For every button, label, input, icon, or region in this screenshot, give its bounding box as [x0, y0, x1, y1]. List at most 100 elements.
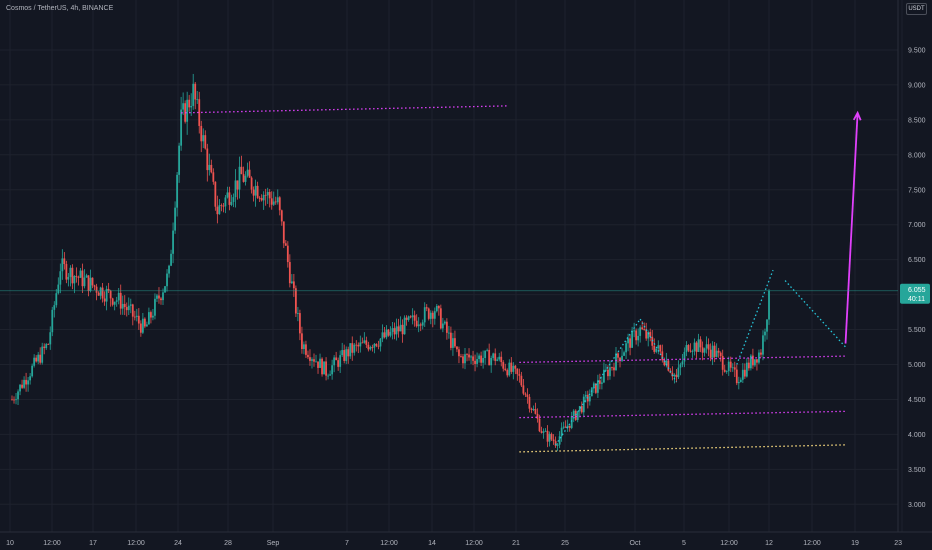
candle-body — [715, 350, 718, 357]
price-tick-label: 5.000 — [908, 362, 926, 369]
candle-body — [192, 83, 195, 106]
candle-body — [371, 347, 374, 348]
time-tick-label: 12:00 — [465, 540, 483, 547]
candle-body — [657, 345, 660, 349]
candle-body — [723, 369, 726, 372]
candle-body — [266, 191, 269, 196]
candle-body — [731, 367, 734, 369]
candle-body — [445, 321, 448, 333]
candle-body — [468, 354, 470, 358]
candle-body — [504, 368, 507, 371]
candle-body — [727, 361, 730, 372]
candle-body — [182, 103, 185, 110]
price-tick-label: 5.500 — [908, 327, 926, 334]
candle-body — [17, 391, 19, 400]
candle-body — [172, 230, 174, 254]
candle-body — [631, 330, 634, 348]
time-tick-label: 12 — [765, 540, 773, 547]
candle-body — [29, 376, 32, 381]
candle-body — [443, 321, 446, 324]
currency-button[interactable]: USDT — [906, 3, 927, 15]
candle-body — [95, 286, 98, 293]
time-tick-label: 25 — [561, 540, 569, 547]
candle-body — [39, 354, 42, 363]
candle-body — [57, 284, 60, 294]
candle-body — [417, 324, 420, 327]
candle-body — [405, 317, 408, 320]
candle-body — [214, 181, 217, 207]
candle-body — [51, 309, 54, 333]
candle-body — [353, 344, 356, 353]
candle-body — [546, 430, 549, 442]
time-tick-label: 12:00 — [127, 540, 145, 547]
candle-body — [301, 333, 303, 350]
price-tick-label: 8.000 — [908, 152, 926, 159]
candle-body — [152, 315, 154, 318]
time-tick-label: 12:00 — [380, 540, 398, 547]
candle-body — [323, 361, 325, 375]
candle-body — [329, 374, 332, 376]
candle-body — [566, 425, 569, 428]
candle-body — [506, 370, 509, 376]
candle-body — [691, 351, 694, 352]
candle-body — [226, 192, 229, 198]
candle-body — [238, 166, 241, 190]
candle-body — [107, 288, 110, 291]
candle-body — [317, 361, 319, 368]
candle-body — [556, 444, 559, 446]
last-price-value: 6.055 — [908, 287, 926, 294]
candle-body — [528, 396, 531, 409]
candle-body — [284, 243, 287, 246]
candle-body — [510, 362, 513, 372]
candle-body — [55, 293, 58, 306]
candle-body — [697, 339, 700, 352]
candle-body — [121, 303, 124, 309]
candle-body — [480, 355, 483, 363]
candle-body — [337, 360, 340, 367]
candle-body — [228, 192, 231, 205]
candle-body — [592, 383, 595, 388]
candle-body — [413, 315, 416, 321]
drawing-annotations — [181, 105, 862, 453]
candle-body — [87, 275, 90, 292]
candle-body — [526, 394, 529, 397]
candle-body — [89, 277, 92, 292]
candle-body — [496, 359, 499, 361]
candle-body — [709, 349, 712, 358]
candle-body — [681, 361, 684, 365]
candle-body — [743, 369, 746, 377]
candle-body — [683, 351, 686, 362]
last-price-countdown: 40:11 — [908, 296, 925, 303]
candle-body — [73, 275, 76, 284]
candle-body — [538, 418, 541, 432]
candle-body — [327, 375, 329, 377]
candle-body — [441, 323, 444, 329]
price-tick-label: 6.500 — [908, 257, 926, 264]
candle-body — [621, 355, 623, 361]
candle-body — [270, 198, 273, 205]
chart-title: Cosmos / TetherUS, 4h, BINANCE — [6, 5, 114, 12]
candle-body — [508, 362, 511, 376]
candle-body — [733, 367, 736, 370]
candle-body — [514, 365, 517, 369]
candle-body — [456, 346, 458, 350]
candle-body — [534, 408, 537, 414]
candle-body — [550, 433, 553, 440]
candle-body — [397, 326, 400, 332]
candle-body — [564, 426, 567, 428]
candle-body — [248, 169, 251, 178]
candle-body — [143, 318, 146, 327]
candle-body — [150, 312, 152, 318]
candle-body — [85, 275, 88, 278]
candle-body — [347, 349, 350, 357]
candle-body — [292, 281, 295, 289]
candle-body — [689, 350, 692, 352]
candle-body — [174, 207, 176, 231]
candle-body — [764, 331, 766, 336]
price-tick-label: 3.500 — [908, 467, 926, 474]
candle-body — [61, 258, 64, 272]
candle-body — [43, 346, 46, 349]
candle-body — [224, 197, 227, 207]
candle-body — [560, 427, 563, 437]
